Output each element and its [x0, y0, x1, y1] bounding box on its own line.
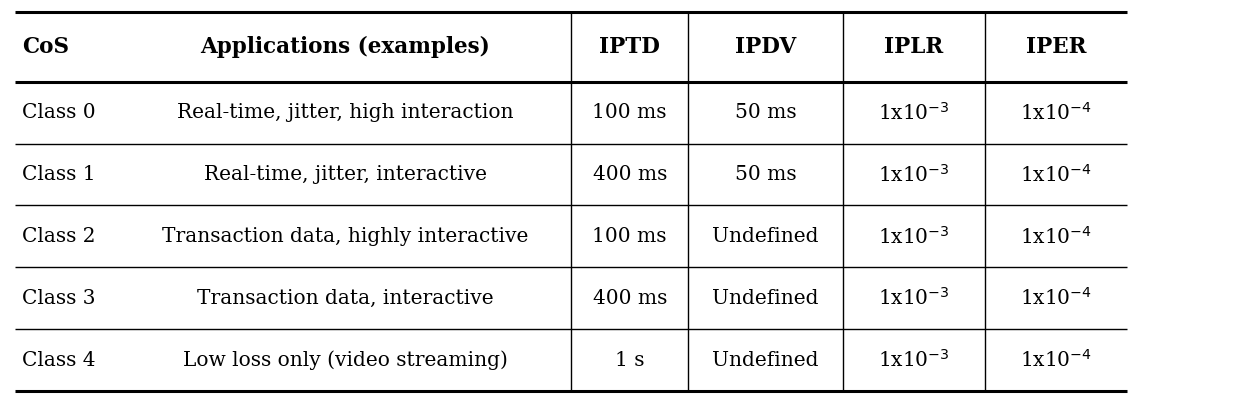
Text: Undefined: Undefined: [712, 351, 819, 369]
Text: IPTD: IPTD: [599, 36, 660, 58]
Text: 1x10$^{-3}$: 1x10$^{-3}$: [879, 349, 949, 371]
Text: Real-time, jitter, high interaction: Real-time, jitter, high interaction: [177, 103, 514, 122]
Text: 400 ms: 400 ms: [592, 289, 667, 308]
Text: 1x10$^{-4}$: 1x10$^{-4}$: [1020, 102, 1093, 124]
Text: IPER: IPER: [1026, 36, 1086, 58]
Text: 100 ms: 100 ms: [592, 227, 667, 246]
Text: Transaction data, highly interactive: Transaction data, highly interactive: [162, 227, 529, 246]
Text: 100 ms: 100 ms: [592, 103, 667, 122]
Text: 1x10$^{-3}$: 1x10$^{-3}$: [879, 102, 949, 124]
Text: IPLR: IPLR: [885, 36, 943, 58]
Text: 50 ms: 50 ms: [735, 165, 796, 184]
Text: 1x10$^{-4}$: 1x10$^{-4}$: [1020, 287, 1093, 309]
Text: Low loss only (video streaming): Low loss only (video streaming): [183, 350, 508, 370]
Text: 1x10$^{-4}$: 1x10$^{-4}$: [1020, 349, 1093, 371]
Text: Class 2: Class 2: [22, 227, 95, 246]
Text: Class 3: Class 3: [22, 289, 95, 308]
Text: IPDV: IPDV: [735, 36, 796, 58]
Text: Class 4: Class 4: [22, 351, 95, 369]
Text: Class 1: Class 1: [22, 165, 96, 184]
Text: 50 ms: 50 ms: [735, 103, 796, 122]
Text: 1x10$^{-4}$: 1x10$^{-4}$: [1020, 225, 1093, 247]
Text: 1x10$^{-3}$: 1x10$^{-3}$: [879, 225, 949, 247]
Text: Real-time, jitter, interactive: Real-time, jitter, interactive: [204, 165, 487, 184]
Text: Undefined: Undefined: [712, 227, 819, 246]
Text: Applications (examples): Applications (examples): [200, 36, 491, 58]
Text: CoS: CoS: [22, 36, 69, 58]
Text: 1x10$^{-4}$: 1x10$^{-4}$: [1020, 164, 1093, 186]
Text: Class 0: Class 0: [22, 103, 96, 122]
Text: 1 s: 1 s: [616, 351, 644, 369]
Text: Undefined: Undefined: [712, 289, 819, 308]
Text: 1x10$^{-3}$: 1x10$^{-3}$: [879, 164, 949, 186]
Text: 1x10$^{-3}$: 1x10$^{-3}$: [879, 287, 949, 309]
Text: 400 ms: 400 ms: [592, 165, 667, 184]
Text: Transaction data, interactive: Transaction data, interactive: [198, 289, 493, 308]
